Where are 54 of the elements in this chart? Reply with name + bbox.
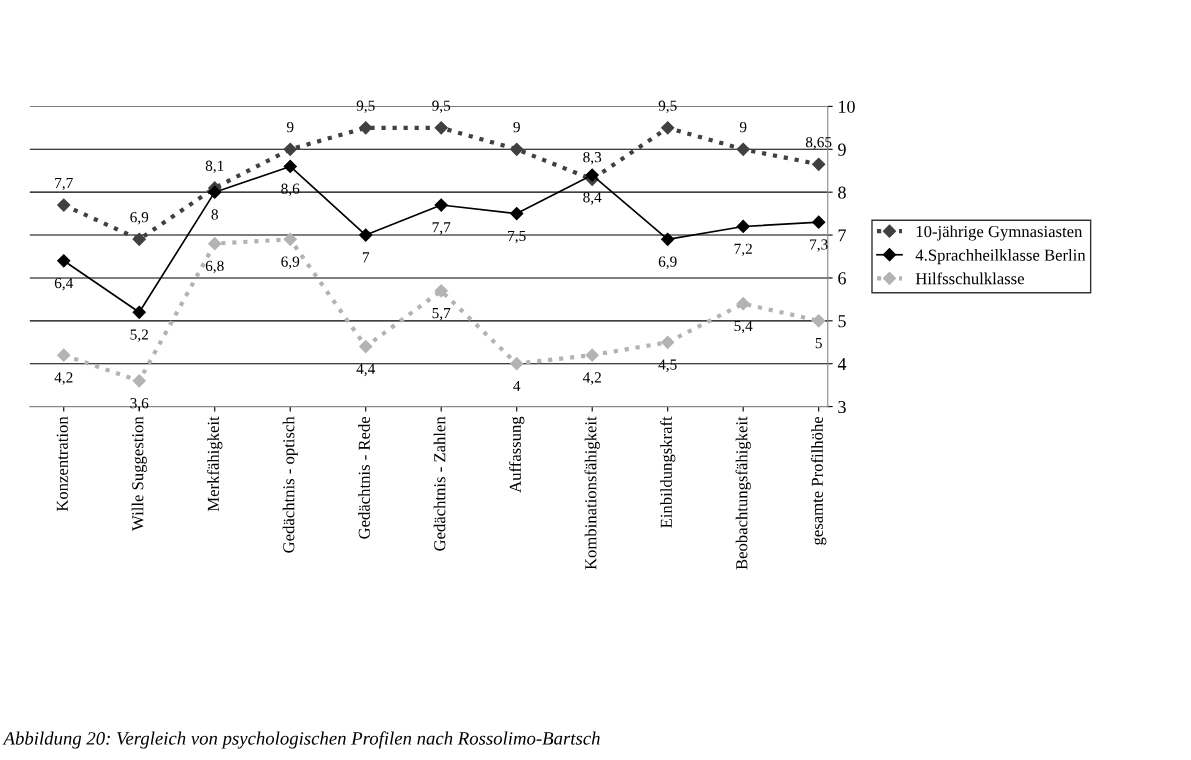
x-tick-label: Merkfähigkeit bbox=[207, 416, 223, 512]
data-label: 7,7 bbox=[55, 177, 73, 191]
data-label: 6,8 bbox=[205, 260, 224, 274]
data-label: 7 bbox=[362, 252, 370, 263]
data-label: 8,1 bbox=[205, 160, 224, 174]
y-tick-label: 8 bbox=[838, 186, 846, 199]
data-label: 5 bbox=[815, 338, 822, 349]
y-tick-label: 9 bbox=[838, 143, 846, 156]
y-tick-label: 10 bbox=[839, 100, 855, 113]
data-label: 6,4 bbox=[54, 277, 74, 291]
data-label: 9,5 bbox=[356, 100, 375, 114]
y-tick-label: 4 bbox=[837, 358, 847, 370]
data-label: 5,4 bbox=[734, 320, 753, 334]
x-tick-label: Auffassung bbox=[509, 416, 525, 493]
x-tick-label: Einbildungskraft bbox=[660, 416, 676, 528]
data-label: 4 bbox=[513, 380, 521, 391]
data-label: 6,9 bbox=[281, 256, 300, 269]
data-label: 5,7 bbox=[432, 308, 451, 321]
text: Abbildung 20: Vergleich von psychologischen Profilen nach Rossolimo-Bartsch bbox=[2, 731, 600, 749]
data-label: 8,4 bbox=[583, 192, 602, 205]
legend-label: Hilfsschulklasse bbox=[915, 272, 1024, 285]
data-label: 3,6 bbox=[130, 398, 149, 411]
x-tick-label: Gedächtnis - optisch bbox=[282, 416, 298, 553]
data-label: 7,5 bbox=[508, 230, 526, 244]
data-label: 9,5 bbox=[432, 100, 451, 114]
data-label: 8,3 bbox=[583, 152, 602, 165]
x-tick-label: gesamte Profilhöhe bbox=[811, 416, 827, 545]
data-label: 8 bbox=[211, 209, 218, 220]
x-tick-label: Wille Suggestion bbox=[131, 416, 147, 531]
x-tick-label: Beobachtungsfähigkeit bbox=[735, 416, 751, 570]
data-label: 9 bbox=[513, 122, 520, 133]
y-tick-label: 7 bbox=[838, 229, 846, 242]
data-label: 7,2 bbox=[734, 243, 752, 257]
data-label: 4,2 bbox=[582, 372, 601, 385]
data-label: 6,9 bbox=[658, 256, 677, 269]
x-tick-label: Gedächtnis - Zahlen bbox=[433, 416, 446, 551]
data-label: 8,65 bbox=[805, 136, 832, 150]
y-tick-label: 3 bbox=[838, 400, 846, 414]
data-label: 4,4 bbox=[356, 363, 376, 377]
data-label: 6,9 bbox=[130, 212, 149, 225]
data-label: 9,5 bbox=[658, 100, 677, 114]
data-label: 7,7 bbox=[432, 222, 451, 235]
data-label: 7,3 bbox=[810, 239, 828, 252]
data-label: 9 bbox=[739, 122, 747, 133]
legend-label: 4.Sprachheilklasse Berlin bbox=[915, 249, 1086, 265]
data-label: 4,2 bbox=[54, 372, 73, 385]
legend-label: 10-jährige Gymnasiasten bbox=[916, 225, 1083, 241]
x-tick-label: Kombinationsfähigkeit bbox=[584, 416, 600, 570]
data-label: 9 bbox=[286, 122, 294, 133]
y-tick-label: 6 bbox=[838, 272, 846, 285]
y-tick-label: 5 bbox=[838, 315, 846, 328]
x-tick-label: Konzentration bbox=[56, 416, 68, 512]
x-tick-label: Gedächtnis - Rede bbox=[358, 416, 370, 539]
data-label: 5,2 bbox=[130, 329, 148, 342]
